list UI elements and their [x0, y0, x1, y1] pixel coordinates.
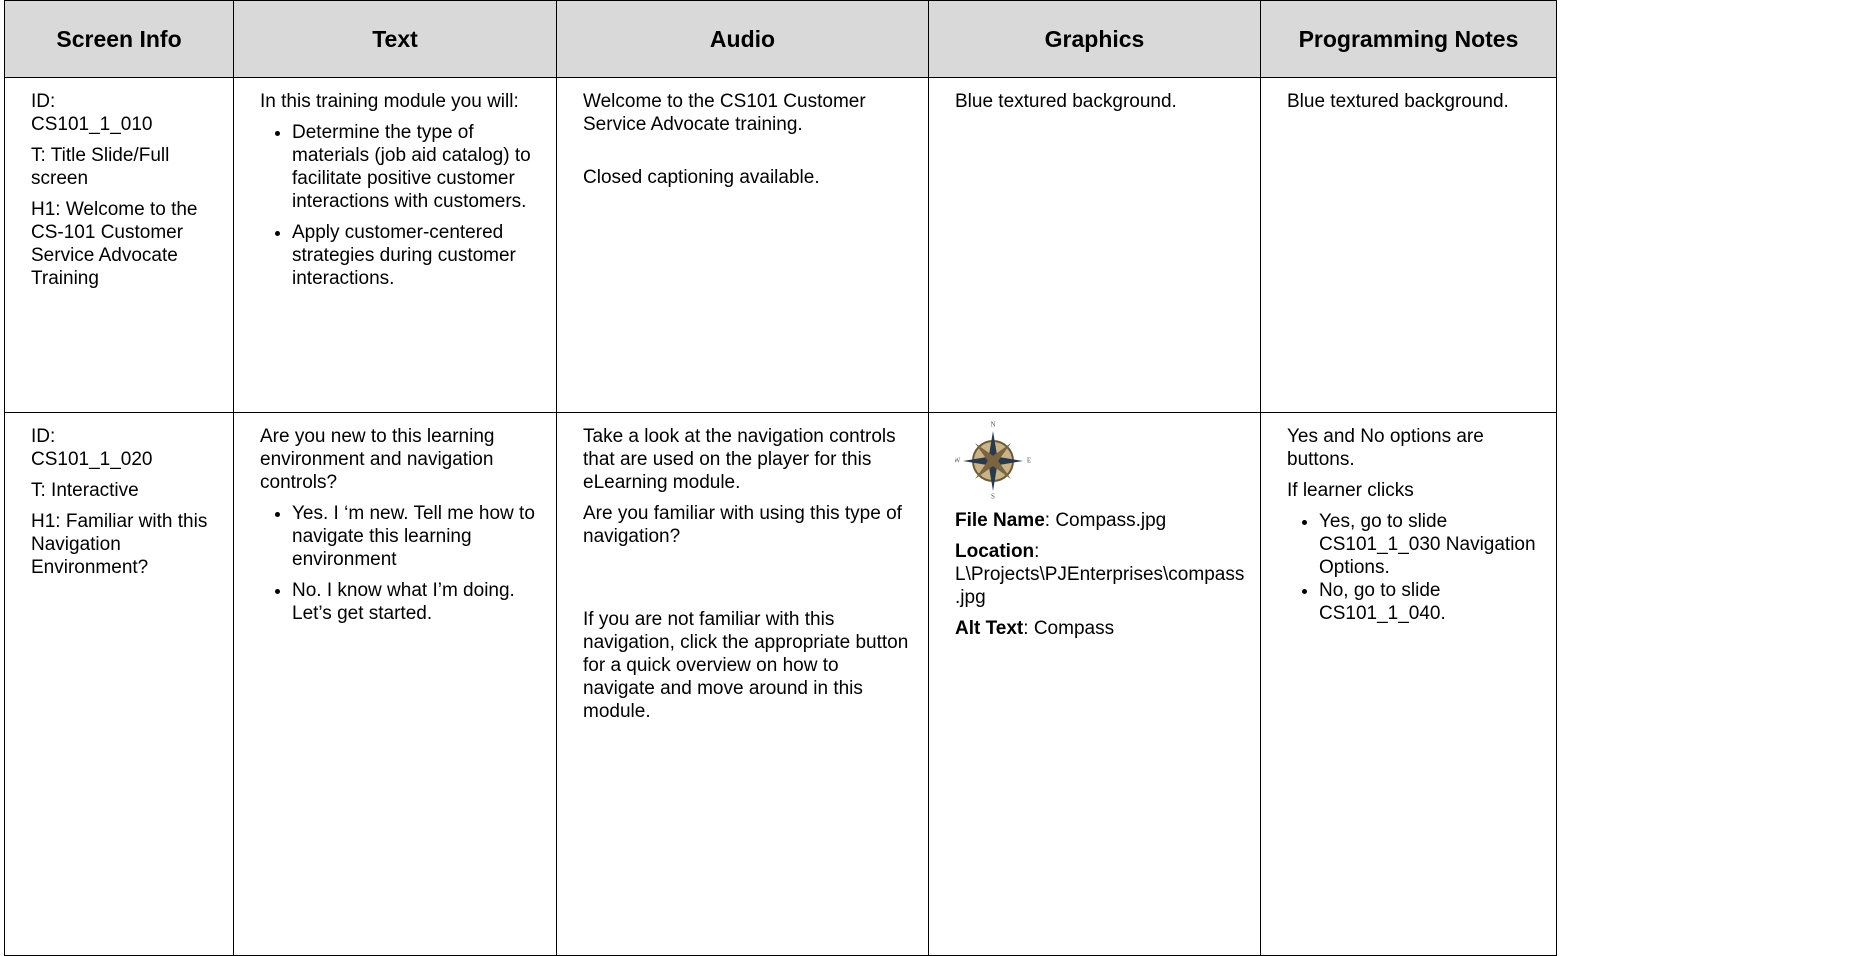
paragraph: Closed captioning available.	[583, 167, 820, 188]
column-header: Graphics	[928, 0, 1261, 78]
paragraph: H1: Welcome to the CS-101 Customer Servi…	[31, 199, 198, 289]
field-value: : L\Projects\PJEnterprises\compass.jpg	[955, 541, 1245, 608]
bullet-list: Determine the type of materials (job aid…	[260, 121, 542, 290]
paragraph: H1: Familiar with this Navigation Enviro…	[31, 511, 208, 578]
paragraph: ID: CS101_1_020	[31, 426, 153, 470]
bullet-item: Yes. I ‘m new. Tell me how to navigate t…	[292, 502, 542, 571]
paragraph: T: Interactive	[31, 480, 139, 501]
labeled-field: Location: L\Projects\PJEnterprises\compa…	[955, 540, 1246, 609]
compass-image: N E S W	[955, 421, 1031, 501]
table-header: Screen Info Text Audio Graphics Programming …	[4, 0, 1557, 78]
field-value: : Compass.jpg	[1044, 510, 1167, 531]
field-label: File Name	[955, 510, 1045, 531]
field-label: Alt Text	[955, 618, 1024, 639]
field-value: : Compass	[1023, 618, 1115, 639]
compass-letter: S	[991, 493, 995, 501]
bullet-list: Yes. I ‘m new. Tell me how to navigate t…	[260, 502, 542, 625]
storyboard-table: Screen Info Text Audio Graphics Programming …	[4, 0, 1557, 956]
paragraph: If you are not familiar with this naviga…	[583, 609, 909, 722]
bullet-item: Determine the type of materials (job aid…	[292, 121, 542, 213]
field-label: Location	[955, 541, 1035, 562]
bullet-item: Yes, go to slide CS101_1_030 Navigation …	[1319, 510, 1542, 579]
bullet-item: No, go to slide CS101_1_040.	[1319, 579, 1542, 625]
table-row: ID: CS101_1_010 T: Title Slide/Full scree…	[4, 77, 1557, 413]
column-header: Audio	[556, 0, 929, 78]
table-cell: ID: CS101_1_010 T: Title Slide/Full scree…	[4, 77, 234, 413]
column-header: Programming Notes	[1260, 0, 1557, 78]
paragraph: ID: CS101_1_010	[31, 91, 153, 135]
paragraph: Take a look at the navigation controls t…	[583, 426, 896, 493]
column-header: Text	[233, 0, 557, 78]
paragraph: T: Title Slide/Full screen	[31, 145, 170, 189]
table-row: ID: CS101_1_020 T: Interactive H1: Familia…	[4, 412, 1557, 956]
compass-letter: N	[990, 421, 995, 429]
table-cell: Welcome to the CS101 Customer Service Ad…	[556, 77, 929, 413]
table-body: ID: CS101_1_010 T: Title Slide/Full scree…	[4, 77, 1557, 956]
bullet-item: No. I know what I’m doing. Let’s get sta…	[292, 579, 542, 625]
compass-letter: W	[955, 457, 961, 465]
paragraph: Yes and No options are buttons.	[1287, 426, 1484, 470]
compass-needle	[975, 443, 1011, 479]
paragraph: Blue textured background.	[1287, 91, 1509, 112]
labeled-field: Alt Text: Compass	[955, 617, 1246, 640]
paragraph: In this training module you will:	[260, 91, 519, 112]
table-cell: Are you new to this learning environment…	[233, 412, 557, 956]
table-cell: Take a look at the navigation controls t…	[556, 412, 929, 956]
table-cell: In this training module you will: Determi…	[233, 77, 557, 413]
paragraph: Welcome to the CS101 Customer Service Ad…	[583, 91, 866, 135]
bullet-item: Apply customer-centered strategies durin…	[292, 221, 542, 290]
header-row: Screen Info Text Audio Graphics Programming …	[4, 0, 1557, 78]
labeled-field: File Name: Compass.jpg	[955, 509, 1246, 532]
compass-letter: E	[1027, 457, 1031, 465]
table-cell: N E S W File Name: Compass.jpg Location: L\Pr…	[928, 412, 1261, 956]
bullet-list: Yes, go to slide CS101_1_030 Navigation …	[1287, 510, 1542, 625]
paragraph: If learner clicks	[1287, 480, 1414, 501]
paragraph: Are you new to this learning environment…	[260, 426, 495, 493]
table-cell: Yes and No options are buttons. If learne…	[1260, 412, 1557, 956]
paragraph: Are you familiar with using this type of…	[583, 503, 902, 547]
table-cell: ID: CS101_1_020 T: Interactive H1: Familia…	[4, 412, 234, 956]
table-cell: Blue textured background.	[1260, 77, 1557, 413]
column-header: Screen Info	[4, 0, 234, 78]
paragraph: Blue textured background.	[955, 91, 1177, 112]
table-cell: Blue textured background.	[928, 77, 1261, 413]
